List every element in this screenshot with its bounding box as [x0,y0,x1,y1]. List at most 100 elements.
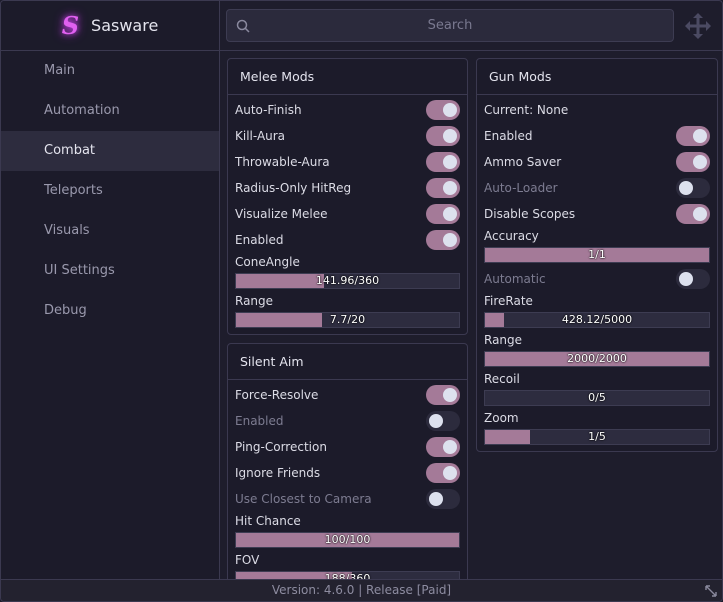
slider-label: FOV [235,553,260,567]
slider-label: ConeAngle [235,255,300,269]
silent-aim-panel: Silent Aim Force-Resolve Enabled Ping-Corre… [227,343,468,601]
slider[interactable]: 2000/2000 [484,351,710,367]
slider-label: Accuracy [484,229,539,243]
resize-icon[interactable] [704,584,718,598]
toggle-label: Ignore Friends [235,466,321,480]
slider-value: 2000/2000 [567,352,627,365]
toggle-switch[interactable] [676,204,710,224]
toggle-row: Throwable-Aura [228,149,467,175]
version-text: Version: 4.6.0 | Release [Paid] [271,583,452,597]
slider-value: 1/1 [588,248,606,261]
toggle-label: Enabled [235,414,284,428]
toggle-switch[interactable] [426,230,460,250]
gun-mods-panel: Gun Mods Current: None Enabled Ammo Saver Au… [476,58,718,452]
slider-value: 7.7/20 [329,313,366,326]
slider-value: 141.96/360 [315,274,380,287]
toggle-row: Disable Scopes [477,201,717,227]
slider-block: FireRate 428.12/5000 [477,292,717,331]
slider[interactable]: 100/100 [235,532,460,548]
sidebar-item-debug[interactable]: Debug [44,303,87,318]
slider-fill [236,533,459,547]
toggle-row: Visualize Melee [228,201,467,227]
toggle-label: Ammo Saver [484,155,562,169]
toggle-row: Automatic [477,266,717,292]
header: Search [220,1,722,51]
slider-label: Recoil [484,372,520,386]
toggle-switch[interactable] [426,126,460,146]
slider[interactable]: 1/1 [484,247,710,263]
toggle-label: Disable Scopes [484,207,576,221]
toggle-row: Enabled [228,227,467,253]
toggle-label: Auto-Finish [235,103,302,117]
toggle-label: Force-Resolve [235,388,319,402]
toggle-label: Visualize Melee [235,207,328,221]
toggle-row: Auto-Loader [477,175,717,201]
toggle-label: Ping-Correction [235,440,327,454]
toggle-row: Ping-Correction [228,434,467,460]
slider[interactable]: 428.12/5000 [484,312,710,328]
slider[interactable]: 1/5 [484,429,710,445]
slider[interactable]: 7.7/20 [235,312,460,328]
slider-block: Range 7.7/20 [228,292,467,331]
search-input[interactable]: Search [226,9,674,42]
toggle-switch[interactable] [676,269,710,289]
sidebar-item-teleports[interactable]: Teleports [44,183,103,198]
toggle-row: Use Closest to Camera [228,486,467,512]
slider-fill [236,313,322,327]
sidebar-item-visuals[interactable]: Visuals [44,223,90,238]
status-bar: Version: 4.6.0 | Release [Paid] [1,579,722,601]
slider-fill [485,313,505,327]
slider-block: Recoil 0/5 [477,370,717,409]
slider-fill [485,430,530,444]
toggle-label: Enabled [235,233,284,247]
toggle-label: Automatic [484,272,546,286]
toggle-switch[interactable] [426,489,460,509]
toggle-switch[interactable] [426,152,460,172]
toggle-switch[interactable] [426,463,460,483]
toggle-switch[interactable] [426,178,460,198]
toggle-switch[interactable] [426,411,460,431]
app-title: Sasware [91,16,159,35]
toggle-switch[interactable] [676,178,710,198]
slider-block: Range 2000/2000 [477,331,717,370]
toggle-switch[interactable] [426,385,460,405]
toggle-row: Kill-Aura [228,123,467,149]
slider-value: 0/5 [588,391,606,404]
search-placeholder: Search [427,18,473,33]
toggle-label: Use Closest to Camera [235,492,372,506]
slider-fill [236,274,324,288]
toggle-row: Auto-Finish [228,97,467,123]
current-weapon-text: Current: None [484,103,569,117]
slider-block: ConeAngle 141.96/360 [228,253,467,292]
toggle-switch[interactable] [426,204,460,224]
sidebar-item-main[interactable]: Main [44,63,76,78]
slider[interactable]: 141.96/360 [235,273,460,289]
toggle-row: Ammo Saver [477,149,717,175]
toggle-row: Enabled [228,408,467,434]
slider-label: Zoom [484,411,519,425]
sidebar-item-ui-settings[interactable]: UI Settings [44,263,115,278]
slider-label: Hit Chance [235,514,301,528]
sidebar: S Sasware Main Automation Combat Teleports V… [1,1,220,579]
current-weapon: Current: None [477,97,717,123]
toggle-row: Force-Resolve [228,382,467,408]
toggle-switch[interactable] [426,437,460,457]
toggle-switch[interactable] [426,100,460,120]
toggle-row: Enabled [477,123,717,149]
move-icon[interactable] [684,12,712,40]
slider-block: Accuracy 1/1 [477,227,717,266]
panel-title: Melee Mods [228,59,467,95]
sidebar-item-combat[interactable]: Combat [1,131,219,171]
panel-title: Silent Aim [228,344,467,380]
slider[interactable]: 0/5 [484,390,710,406]
toggle-label: Radius-Only HitReg [235,181,352,195]
slider-block: Zoom 1/5 [477,409,717,448]
logo-icon: S [61,11,80,40]
melee-mods-panel: Melee Mods Auto-Finish Kill-Aura Throwable-… [227,58,468,335]
slider-value: 428.12/5000 [561,313,633,326]
slider-label: Range [484,333,523,347]
toggle-switch[interactable] [676,152,710,172]
toggle-switch[interactable] [676,126,710,146]
sidebar-item-automation[interactable]: Automation [44,103,120,118]
